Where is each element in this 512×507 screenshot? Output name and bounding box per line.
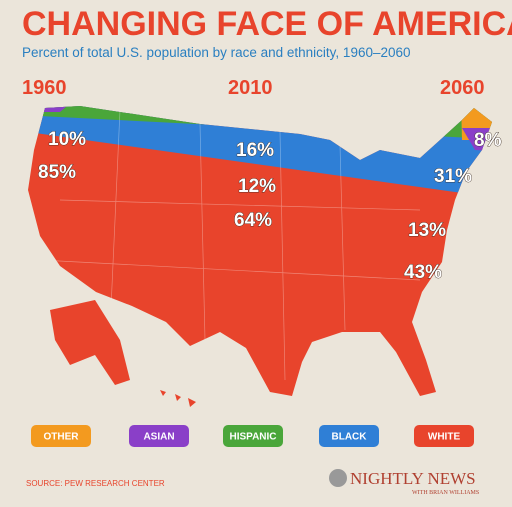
subtitle: Percent of total U.S. population by race… xyxy=(22,45,411,60)
map-label: 13% xyxy=(408,220,446,241)
map-label: 16% xyxy=(236,140,274,161)
legend-swatch xyxy=(223,425,283,447)
map-label: 43% xyxy=(404,262,442,283)
legend-swatch xyxy=(129,425,189,447)
year: 2010 xyxy=(228,77,273,99)
source: SOURCE: PEW RESEARCH CENTER xyxy=(26,479,165,488)
legend-label: OTHER xyxy=(44,432,80,443)
map-label: 31% xyxy=(434,166,472,187)
legend-swatch xyxy=(414,425,474,447)
map-label: 12% xyxy=(238,176,276,197)
logo-byline: WITH BRIAN WILLIAMS xyxy=(412,490,479,496)
year: 2060 xyxy=(440,77,485,99)
legend-label: BLACK xyxy=(332,432,368,443)
logo: NIGHTLY NEWS WITH BRIAN WILLIAMS xyxy=(329,469,479,496)
title: CHANGING FACE OF AMERICA xyxy=(22,5,512,43)
map-label: 85% xyxy=(38,162,76,183)
legend-swatch xyxy=(31,425,91,447)
legend-label: WHITE xyxy=(428,432,461,443)
map-label: 10% xyxy=(48,129,86,150)
legend: OTHER ASIAN HISPANIC BLACK WHITE xyxy=(31,425,474,447)
hawaii xyxy=(160,390,196,407)
logo-icon xyxy=(329,469,347,487)
legend-label: HISPANIC xyxy=(229,432,276,443)
alaska xyxy=(50,300,130,385)
legend-label: ASIAN xyxy=(143,432,174,443)
year: 1960 xyxy=(22,77,67,99)
map-label: 8% xyxy=(474,130,502,151)
map-label: 64% xyxy=(234,210,272,231)
logo-name: NIGHTLY NEWS xyxy=(350,469,476,488)
legend-swatch xyxy=(319,425,379,447)
